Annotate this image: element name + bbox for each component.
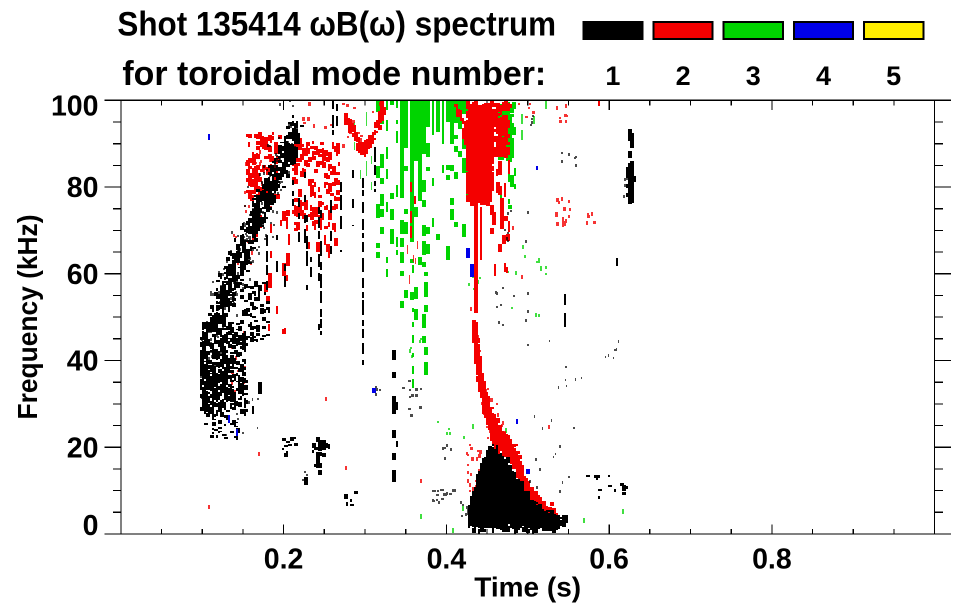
svg-text:60: 60: [67, 259, 99, 291]
svg-text:0.2: 0.2: [264, 544, 304, 576]
svg-text:2: 2: [676, 61, 691, 91]
svg-text:4: 4: [816, 61, 831, 91]
svg-text:0.6: 0.6: [589, 544, 629, 576]
svg-text:1: 1: [605, 61, 620, 91]
svg-text:Frequency (kHz): Frequency (kHz): [12, 215, 43, 420]
svg-text:5: 5: [886, 61, 901, 91]
svg-text:Time (s): Time (s): [474, 572, 581, 603]
svg-text:0.4: 0.4: [427, 544, 467, 576]
svg-text:3: 3: [746, 61, 761, 91]
svg-text:Shot 135414 ωB(ω) spectrum: Shot 135414 ωB(ω) spectrum: [117, 5, 556, 43]
svg-text:0: 0: [83, 510, 99, 542]
svg-text:for toroidal mode number:: for toroidal mode number:: [122, 55, 546, 93]
svg-text:0.8: 0.8: [752, 544, 792, 576]
svg-text:40: 40: [67, 346, 99, 378]
svg-text:80: 80: [67, 172, 99, 204]
svg-text:20: 20: [67, 432, 99, 464]
svg-text:100: 100: [51, 91, 99, 123]
